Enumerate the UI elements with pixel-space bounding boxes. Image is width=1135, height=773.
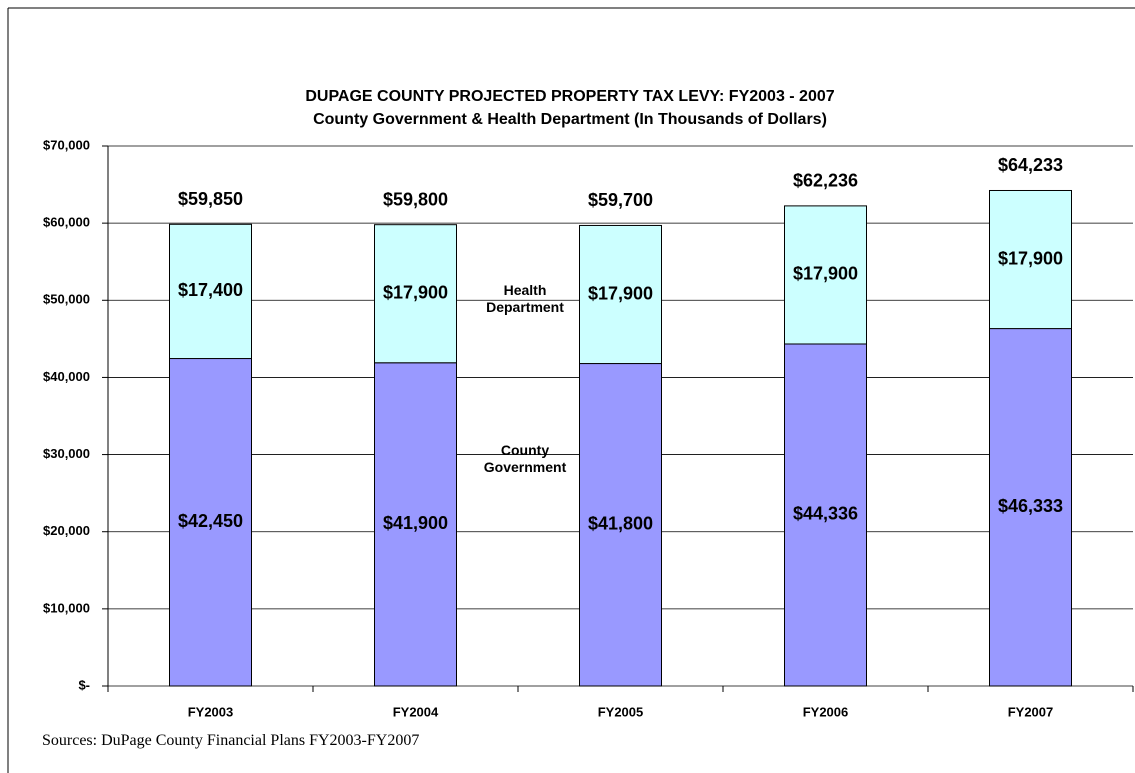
chart-subtitle: County Government & Health Department (I… bbox=[313, 111, 827, 128]
value-label: $17,900 bbox=[793, 264, 858, 284]
bar-segment bbox=[784, 205, 867, 345]
chart-title: DUPAGE COUNTY PROJECTED PROPERTY TAX LEV… bbox=[305, 88, 834, 105]
series-label: Health Department bbox=[486, 282, 564, 315]
value-label: $17,900 bbox=[588, 283, 653, 303]
bar-segment bbox=[989, 189, 1072, 330]
total-label: $59,850 bbox=[178, 189, 243, 209]
series-label: County Government bbox=[483, 442, 567, 475]
bar-segment bbox=[579, 363, 662, 687]
bar-segment bbox=[989, 328, 1072, 687]
bar-segment bbox=[169, 223, 252, 360]
value-label: $17,900 bbox=[383, 282, 448, 302]
x-tick-label: FY2005 bbox=[598, 704, 644, 719]
value-label: $41,800 bbox=[588, 514, 653, 534]
bar-segment bbox=[784, 343, 867, 687]
y-tick-label: $10,000 bbox=[43, 600, 90, 615]
x-tick-label: FY2003 bbox=[188, 704, 234, 719]
x-tick-label: FY2004 bbox=[393, 704, 439, 719]
total-label: $59,800 bbox=[383, 189, 448, 209]
y-tick-label: $50,000 bbox=[43, 292, 90, 307]
value-label: $46,333 bbox=[998, 496, 1063, 516]
total-label: $64,233 bbox=[998, 155, 1063, 175]
source-note: Sources: DuPage County Financial Plans F… bbox=[42, 732, 420, 749]
value-label: $42,450 bbox=[178, 511, 243, 531]
y-tick-label: $40,000 bbox=[43, 369, 90, 384]
value-label: $17,400 bbox=[178, 280, 243, 300]
y-tick-label: $70,000 bbox=[43, 137, 90, 152]
value-label: $41,900 bbox=[383, 513, 448, 533]
bar-segment bbox=[374, 362, 457, 687]
y-tick-label: $60,000 bbox=[43, 215, 90, 230]
x-tick-label: FY2006 bbox=[803, 704, 849, 719]
total-label: $59,700 bbox=[588, 190, 653, 210]
x-tick-label: FY2007 bbox=[1008, 704, 1054, 719]
y-tick-label: $20,000 bbox=[43, 523, 90, 538]
value-label: $17,900 bbox=[998, 248, 1063, 268]
y-tick-label: $30,000 bbox=[43, 446, 90, 461]
y-tick-label: $- bbox=[78, 677, 90, 692]
bar-segment bbox=[579, 224, 662, 365]
total-label: $62,236 bbox=[793, 171, 858, 191]
bar-segment bbox=[374, 224, 457, 364]
value-label: $44,336 bbox=[793, 504, 858, 524]
